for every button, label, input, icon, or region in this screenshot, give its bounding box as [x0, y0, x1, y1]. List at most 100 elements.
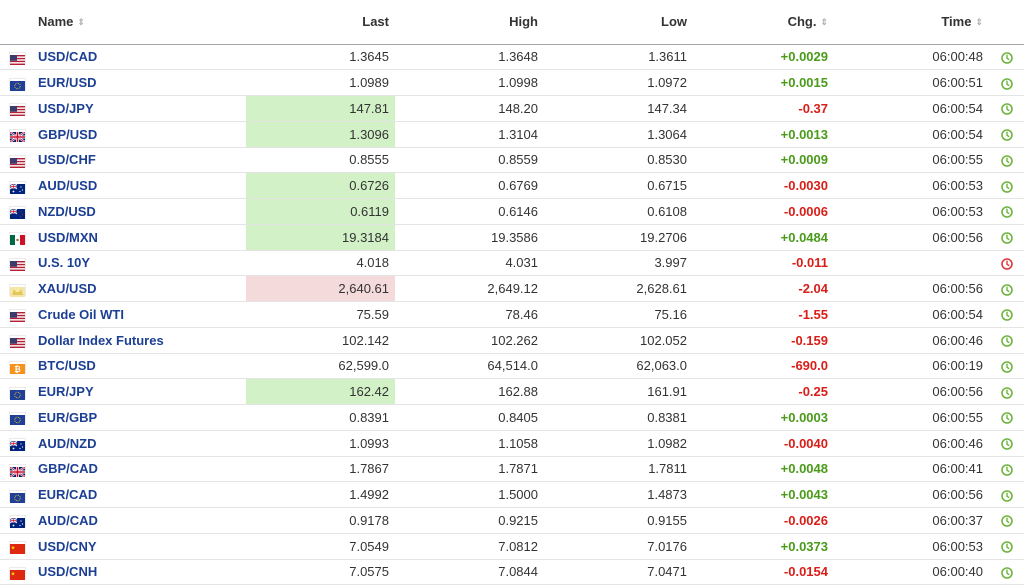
- flag-cell: [0, 250, 35, 277]
- clock-icon: [1000, 335, 1013, 347]
- table-header: Name ⇕ Last High Low Chg. ⇕ Time ⇕: [0, 0, 1024, 45]
- low-price-cell: 147.34: [544, 95, 693, 122]
- change-cell: -0.0006: [693, 198, 834, 225]
- flag-cell: [0, 507, 35, 534]
- flag-cell: [0, 533, 35, 560]
- high-price-cell: 78.46: [395, 301, 544, 328]
- table-row[interactable]: USD/CNY 7.0549 7.0812 7.0176 +0.0373 06:00:53: [0, 533, 1024, 560]
- eu-flag-icon: [10, 491, 25, 503]
- instrument-link[interactable]: U.S. 10Y: [38, 255, 91, 271]
- table-row[interactable]: USD/CHF 0.8555 0.8559 0.8530 +0.0009 06:00:55: [0, 147, 1024, 174]
- us-flag-icon: [10, 259, 25, 271]
- instrument-link[interactable]: GBP/CAD: [38, 461, 98, 477]
- eu-flag-icon: [10, 413, 25, 426]
- low-price-cell: 1.3611: [544, 44, 693, 71]
- market-status-cell: [989, 121, 1024, 148]
- low-price-cell: 161.91: [544, 378, 693, 405]
- market-status-cell: [989, 430, 1024, 457]
- table-row[interactable]: U.S. 10Y 4.018 4.031 3.997 -0.011: [0, 250, 1024, 277]
- instrument-link[interactable]: AUD/USD: [38, 178, 98, 194]
- table-row[interactable]: EUR/CAD 1.4992 1.5000 1.4873 +0.0043 06:00:56: [0, 481, 1024, 508]
- instrument-link[interactable]: Crude Oil WTI: [38, 306, 124, 322]
- table-row[interactable]: NZD/USD 0.6119 0.6146 0.6108 -0.0006 06:00:53: [0, 198, 1024, 225]
- table-row[interactable]: AUD/CAD 0.9178 0.9215 0.9155 -0.0026 06:00:37: [0, 507, 1024, 534]
- eu-flag-icon: [10, 79, 25, 91]
- high-price-cell: 1.3104: [395, 121, 544, 148]
- time-cell: 06:00:55: [834, 404, 989, 431]
- sort-icon[interactable]: ⇕: [820, 17, 828, 28]
- instrument-link[interactable]: GBP/USD: [38, 126, 98, 142]
- us-flag-icon: [10, 156, 25, 168]
- clock-icon: [1000, 489, 1013, 502]
- change-cell: +0.0009: [693, 147, 834, 174]
- table-row[interactable]: GBP/CAD 1.7867 1.7871 1.7811 +0.0048 06:00:41: [0, 456, 1024, 483]
- clock-icon: [1000, 283, 1013, 296]
- market-status-cell: [989, 301, 1024, 328]
- time-cell: 06:00:37: [834, 507, 989, 534]
- low-price-cell: 102.052: [544, 327, 693, 354]
- time-cell: [834, 250, 989, 277]
- high-price-cell: 102.262: [395, 327, 544, 354]
- table-row[interactable]: AUD/USD 0.6726 0.6769 0.6715 -0.0030 06:00:53: [0, 172, 1024, 199]
- market-status-cell: [989, 69, 1024, 96]
- instrument-link[interactable]: USD/JPY: [38, 100, 94, 116]
- table-row[interactable]: Crude Oil WTI 75.59 78.46 75.16 -1.55 06:00:5…: [0, 301, 1024, 328]
- table-row[interactable]: GBP/USD 1.3096 1.3104 1.3064 +0.0013 06:00:54: [0, 121, 1024, 148]
- low-price-cell: 3.997: [544, 250, 693, 277]
- instrument-link[interactable]: USD/CNH: [38, 564, 98, 580]
- gb-flag-icon: [9, 465, 26, 478]
- clock-icon: [1000, 52, 1013, 64]
- table-row[interactable]: Dollar Index Futures 102.142 102.262 102.05…: [0, 327, 1024, 354]
- instrument-name-cell: EUR/JPY: [35, 378, 246, 405]
- instrument-link[interactable]: EUR/JPY: [38, 384, 94, 400]
- table-row[interactable]: EUR/GBP 0.8391 0.8405 0.8381 +0.0003 06:00:55: [0, 404, 1024, 431]
- low-column-header: Low: [544, 0, 693, 45]
- time-cell: 06:00:56: [834, 481, 989, 508]
- instrument-link[interactable]: NZD/USD: [38, 203, 96, 219]
- instrument-name-cell: EUR/GBP: [35, 404, 246, 431]
- clock-icon: [1000, 155, 1013, 167]
- sort-icon[interactable]: ⇕: [975, 17, 983, 28]
- instrument-link[interactable]: USD/CAD: [38, 49, 98, 65]
- clock-icon: [1000, 258, 1013, 270]
- high-price-cell: 2,649.12: [395, 275, 544, 302]
- instrument-link[interactable]: USD/MXN: [38, 229, 98, 245]
- change-column-header[interactable]: Chg. ⇕: [693, 0, 834, 45]
- time-column-header[interactable]: Time ⇕: [834, 0, 989, 45]
- sort-icon[interactable]: ⇕: [77, 17, 85, 28]
- instrument-link[interactable]: EUR/GBP: [38, 409, 98, 425]
- name-header-label: Name: [38, 14, 74, 30]
- instrument-link[interactable]: EUR/USD: [38, 75, 97, 91]
- table-row[interactable]: ₿ BTC/USD 62,599.0 64,514.0 62,063.0 -690.0 06…: [0, 353, 1024, 380]
- market-status-cell: [989, 198, 1024, 225]
- table-row[interactable]: AUD/NZD 1.0993 1.1058 1.0982 -0.0040 06:00:46: [0, 430, 1024, 457]
- instrument-link[interactable]: BTC/USD: [38, 358, 96, 374]
- table-row[interactable]: USD/JPY 147.81 148.20 147.34 -0.37 06:00:54: [0, 95, 1024, 122]
- table-row[interactable]: USD/MXN 19.3184 19.3586 19.2706 +0.0484 06:00…: [0, 224, 1024, 251]
- change-cell: -0.011: [693, 250, 834, 277]
- instrument-link[interactable]: Dollar Index Futures: [38, 332, 164, 348]
- time-cell: 06:00:53: [834, 172, 989, 199]
- instrument-link[interactable]: XAU/USD: [38, 281, 97, 297]
- instrument-name-cell: GBP/CAD: [35, 456, 246, 483]
- clock-icon: [1000, 361, 1013, 373]
- instrument-link[interactable]: USD/CHF: [38, 152, 96, 168]
- table-row[interactable]: EUR/JPY 162.42 162.88 161.91 -0.25 06:00:56: [0, 378, 1024, 405]
- table-row[interactable]: EUR/USD 1.0989 1.0998 1.0972 +0.0015 06:00:51: [0, 69, 1024, 96]
- instrument-link[interactable]: AUD/NZD: [38, 435, 97, 451]
- instrument-name-cell: USD/CNY: [35, 533, 246, 560]
- market-status-cell: [989, 507, 1024, 534]
- table-row[interactable]: USD/CAD 1.3645 1.3648 1.3611 +0.0029 06:00:48: [0, 44, 1024, 71]
- last-price-cell: 0.8555: [246, 147, 395, 174]
- name-column-header[interactable]: Name ⇕: [35, 0, 246, 45]
- nz-flag-icon: [9, 207, 25, 220]
- table-row[interactable]: XAU/USD 2,640.61 2,649.12 2,628.61 -2.04 06:0…: [0, 275, 1024, 302]
- change-cell: +0.0484: [693, 224, 834, 251]
- cn-flag-icon: [10, 568, 25, 580]
- clock-icon: [1000, 206, 1013, 219]
- instrument-link[interactable]: AUD/CAD: [38, 512, 98, 528]
- instrument-link[interactable]: USD/CNY: [38, 538, 97, 554]
- instrument-link[interactable]: EUR/CAD: [38, 487, 98, 503]
- table-row[interactable]: USD/CNH 7.0575 7.0844 7.0471 -0.0154 06:00:40: [0, 559, 1024, 585]
